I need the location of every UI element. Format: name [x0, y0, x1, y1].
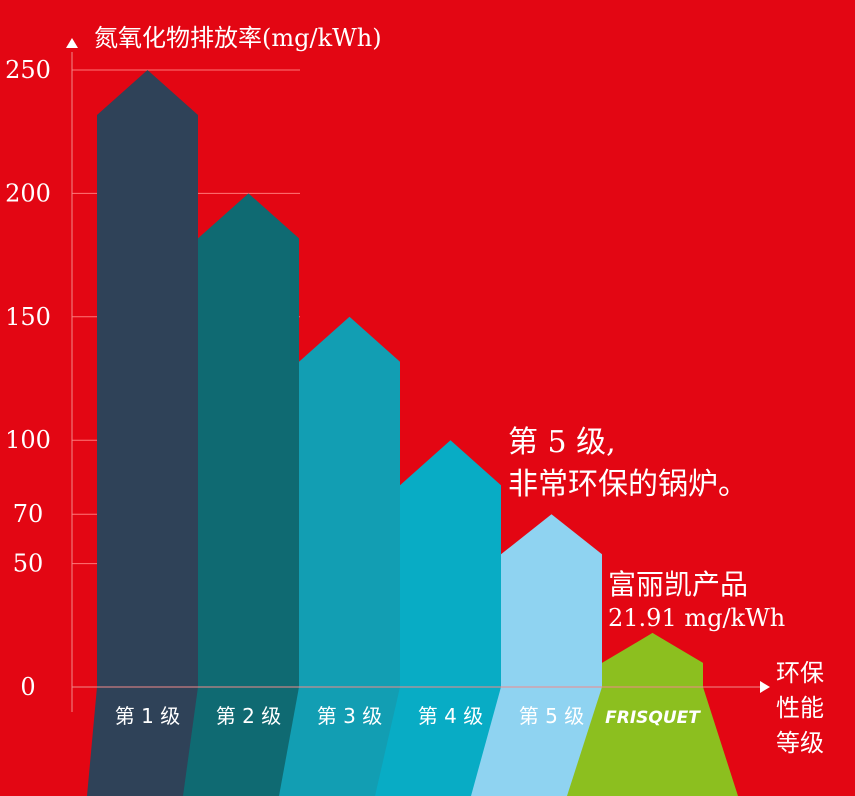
x-axis-arrow-icon: [760, 681, 770, 693]
y-tick-label: 200: [5, 179, 51, 207]
bar-3: [299, 316, 400, 687]
x-axis-label-line1: 环保: [776, 659, 824, 687]
category-label: 第 2 级: [216, 704, 281, 728]
y-tick-label: 70: [13, 500, 44, 528]
category-label: 第 3 级: [317, 704, 382, 728]
category-label: 第 4 级: [418, 704, 483, 728]
bar-6: [602, 632, 703, 687]
level5-annotation-line2: 非常环保的锅炉。: [508, 467, 748, 502]
bar-base-1: [87, 687, 208, 796]
y-tick-label: 50: [13, 550, 44, 578]
y-tick-label: 250: [5, 56, 51, 84]
bars: [97, 70, 703, 687]
bar-base-6: [567, 687, 738, 796]
x-axis-label-line3: 等级: [776, 729, 824, 757]
category-label: 第 1 级: [115, 704, 180, 728]
brand-label: FRISQUET: [605, 708, 701, 728]
bar-1: [97, 70, 198, 687]
product-annotation-name: 富丽凯产品: [608, 568, 748, 601]
y-tick-label: 0: [20, 673, 35, 701]
bar-4: [400, 440, 501, 687]
bar-5: [501, 514, 602, 687]
y-tick-label: 150: [5, 303, 51, 331]
bar-base-2: [183, 687, 314, 796]
bar-bases: [87, 687, 738, 796]
category-label: 第 5 级: [519, 704, 584, 728]
y-tick-labels: 0 50 70 100 150 200 250: [5, 56, 51, 701]
bar-2: [198, 193, 299, 687]
x-axis-label-line2: 性能: [776, 694, 824, 722]
y-tick-label: 100: [5, 426, 51, 454]
y-axis-arrow-icon: [66, 38, 78, 48]
category-labels: 第 1 级 第 2 级 第 3 级 第 4 级 第 5 级 FRISQUET: [115, 704, 701, 728]
y-axis-label: 氮氧化物排放率(mg/kWh): [94, 24, 382, 52]
level5-annotation-line1: 第 5 级,: [508, 425, 616, 460]
product-annotation-value: 21.91 mg/kWh: [608, 604, 785, 632]
axes: [66, 38, 770, 712]
